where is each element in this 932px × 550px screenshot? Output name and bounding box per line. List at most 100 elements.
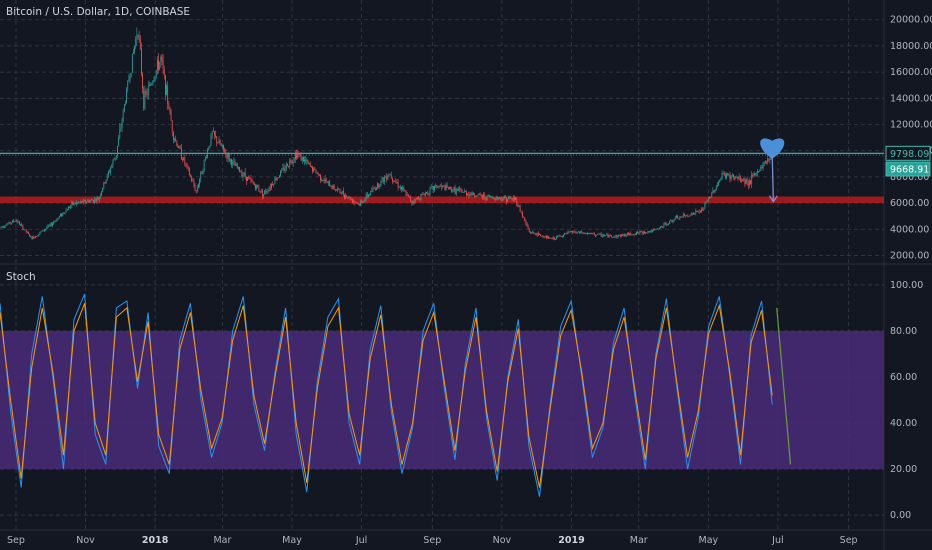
candle-body [281,169,283,172]
candle-body [149,85,150,87]
candle-body [176,140,178,146]
candle-body [709,196,710,199]
candle-body [515,197,516,200]
candle-body [576,232,578,234]
candle-body [726,173,727,178]
candle-body [81,201,83,203]
candle-body [689,215,691,217]
candle-body [703,207,705,211]
candle-body [364,198,366,202]
candle-body [541,235,543,237]
candle-body [353,201,355,203]
candle-body [527,225,529,230]
candle-body [115,154,117,158]
candle-body [393,180,394,182]
candle-body [636,231,637,235]
candle-body [202,170,204,174]
stoch-tick-label: 100.00 [890,280,923,291]
candle-body [639,231,641,234]
candle-body [142,74,143,89]
candle-body [239,167,240,172]
candle-body [452,190,454,193]
candle-body [200,171,202,180]
candle-body [710,196,712,198]
candle-body [323,180,325,182]
candle-body [65,209,67,213]
candle-body [198,184,199,188]
candle-body [640,231,642,232]
stoch-pane[interactable] [0,293,884,497]
candle-body [120,126,122,130]
candle-body [455,188,457,194]
candle-body [543,236,545,238]
candle-body [256,184,258,189]
candle-body [668,223,669,225]
candle-body [545,236,547,239]
candle-body [331,186,333,189]
price-pane[interactable] [0,27,884,241]
candle-body [30,235,32,237]
support-zone[interactable] [0,196,884,204]
candle-body [528,229,530,232]
candle-body [566,232,568,234]
candle-body [652,230,653,232]
candle-body [419,199,421,201]
candle-body [674,217,676,220]
candle-body [377,183,378,188]
candle-body [146,93,148,95]
candle-body [260,190,262,192]
candle-body [417,197,418,199]
candle-body [32,236,34,240]
candle-body [252,181,254,184]
candle-body [14,221,16,223]
candle-body [688,216,690,218]
candle-body [583,232,585,234]
candle-body [152,81,154,84]
candle-body [7,223,9,225]
candle-body [293,159,295,160]
candle-body [649,231,651,233]
candle-body [650,231,652,232]
candle-body [268,187,270,191]
candle-body [574,231,576,233]
candle-body [491,196,493,198]
candle-body [558,235,560,237]
candle-body [365,193,367,199]
candle-body [418,197,420,200]
candle-body [526,223,528,226]
candle-body [324,179,326,182]
candle-body [155,70,157,76]
time-tick-label: Jul [771,535,783,546]
candle-body [516,197,518,205]
candle-body [676,215,677,218]
candle-body [297,153,299,159]
candle-body [218,140,220,143]
candle-body [26,232,28,233]
down-arrow-line[interactable] [771,154,775,202]
heart-icon[interactable] [760,138,785,159]
candle-body [184,157,186,164]
candle-body [612,236,613,238]
candle-body [304,159,305,162]
candle-body [224,149,226,154]
candle-body [363,201,365,203]
candle-body [117,146,118,155]
candle-body [739,175,741,182]
candle-body [484,194,486,198]
price-tick-label: 6000.00 [890,198,929,209]
candle-body [678,218,680,220]
candle-body [464,190,466,192]
candle-body [37,235,39,237]
candle-body [121,120,123,127]
candle-body [407,194,409,197]
candle-body [551,238,553,240]
candle-body [119,129,121,139]
candle-body [277,177,279,179]
candle-body [253,183,255,186]
stoch-indicator-label[interactable]: Stoch [6,271,36,283]
candle-body [591,233,593,235]
candle-body [23,229,25,231]
candle-body [456,188,458,191]
stoch-projection-line[interactable] [776,307,792,465]
